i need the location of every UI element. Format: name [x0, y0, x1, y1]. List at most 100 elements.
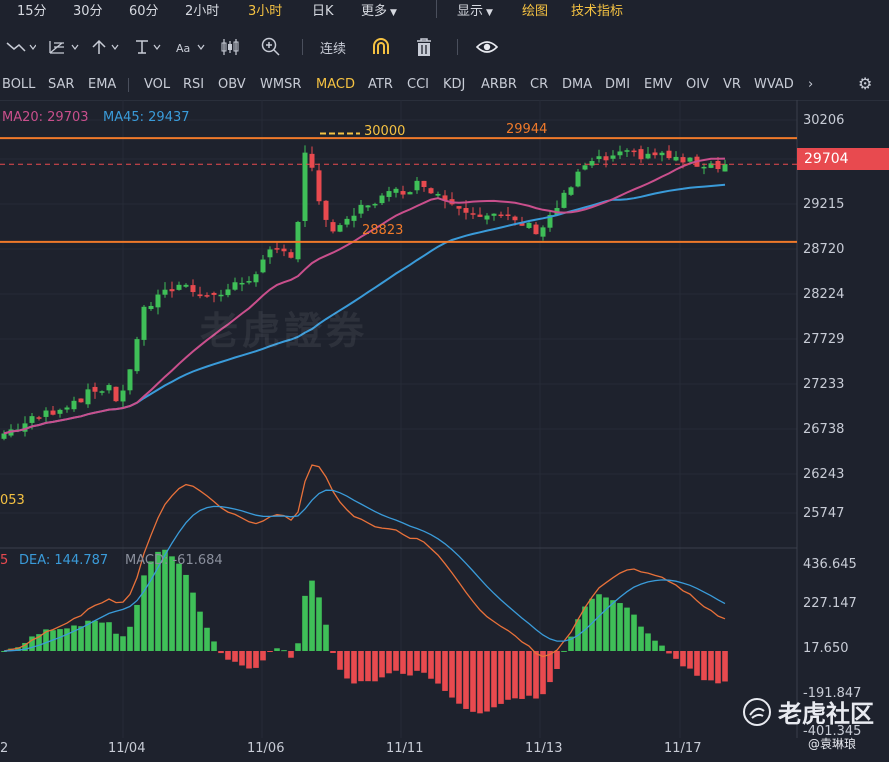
- candle-body: [603, 156, 609, 161]
- macd-histogram-bar: [260, 651, 266, 661]
- macd-histogram-bar: [64, 628, 70, 651]
- indicators-button[interactable]: 技术指标: [571, 4, 624, 19]
- candle-body: [722, 164, 728, 172]
- macd-histogram-bar: [491, 651, 497, 708]
- tab-3h[interactable]: 3小时: [248, 4, 283, 19]
- candle-body: [330, 222, 336, 232]
- indicator-arbr[interactable]: ARBR: [481, 77, 517, 92]
- candle-body: [442, 195, 448, 201]
- macd-histogram-bar: [715, 651, 721, 684]
- macd-histogram-bar: [190, 592, 196, 651]
- macd-histogram-bar: [218, 651, 224, 654]
- candle-body: [316, 170, 322, 202]
- eye-icon: [476, 41, 498, 53]
- delete-button[interactable]: [415, 30, 433, 64]
- indicator-wmsr[interactable]: WMSR: [260, 77, 302, 92]
- candle-body: [218, 294, 224, 297]
- candle-body: [57, 409, 63, 414]
- zoom-button[interactable]: [261, 30, 281, 64]
- macd-histogram-bar: [183, 574, 189, 651]
- macd-histogram-bar: [379, 651, 385, 678]
- indicator-atr[interactable]: ATR: [368, 77, 393, 92]
- candle-body: [519, 222, 525, 226]
- indicator-obv[interactable]: OBV: [218, 77, 246, 92]
- tab-more[interactable]: 更多 ▼: [361, 0, 397, 19]
- indicator-emv[interactable]: EMV: [644, 77, 673, 92]
- magnet-button[interactable]: [371, 30, 391, 64]
- dif-line: [3, 464, 726, 658]
- macd-histogram-bar: [400, 651, 406, 674]
- indicator-kdj[interactable]: KDJ: [443, 77, 466, 92]
- indicator-boll[interactable]: BOLL: [2, 77, 36, 92]
- indicator-sar[interactable]: SAR: [48, 77, 75, 92]
- macd-histogram-bar: [463, 651, 469, 709]
- tab-30min[interactable]: 30分: [73, 4, 103, 19]
- continuous-toggle[interactable]: 连续: [320, 41, 347, 57]
- candle-body: [162, 289, 168, 295]
- candle-body: [134, 339, 140, 372]
- tab-2h[interactable]: 2小时: [185, 4, 220, 19]
- candle-body: [491, 213, 497, 216]
- macd-histogram-bar: [701, 651, 707, 681]
- macd-histogram-bar: [582, 606, 588, 651]
- macd-histogram-bar: [225, 651, 231, 660]
- indicator-oiv[interactable]: OIV: [686, 77, 709, 92]
- dif-legend: 5: [0, 553, 9, 568]
- chevron-right-icon[interactable]: ›: [808, 77, 814, 92]
- candle-body: [274, 248, 280, 250]
- gear-icon[interactable]: ⚙: [858, 74, 873, 93]
- macd-histogram-bar: [526, 651, 532, 696]
- macd-histogram-bar: [631, 614, 637, 651]
- visibility-button[interactable]: [476, 30, 498, 64]
- candle-body: [50, 410, 56, 415]
- candle-body: [540, 227, 546, 237]
- indicator-cr[interactable]: CR: [530, 77, 549, 92]
- community-badge: 老虎社区: [742, 694, 874, 729]
- indicator-macd[interactable]: MACD: [316, 77, 355, 92]
- fib-tool-button[interactable]: [48, 30, 80, 64]
- dea-line: [3, 489, 726, 652]
- trash-icon: [417, 38, 431, 56]
- price-tick: 25747: [803, 506, 845, 521]
- candle-body: [393, 188, 399, 193]
- x-tick: 11/04: [108, 741, 146, 756]
- macd-histogram-bar: [141, 575, 147, 651]
- draw-button[interactable]: 绘图: [522, 4, 549, 19]
- macd-histogram-bar: [351, 651, 357, 684]
- tab-60min[interactable]: 60分: [129, 4, 159, 19]
- indicator-ema[interactable]: EMA: [88, 77, 117, 92]
- candle-body: [302, 152, 308, 221]
- indicator-vol[interactable]: VOL: [144, 77, 171, 92]
- indicator-wvad[interactable]: WVAD: [754, 77, 794, 92]
- indicator-rsi[interactable]: RSI: [183, 77, 205, 92]
- candle-style-button[interactable]: [220, 30, 240, 64]
- macd-legend: MACD: -61.684: [125, 553, 223, 568]
- indicator-vr[interactable]: VR: [723, 77, 741, 92]
- macd-tick: 17.650: [803, 641, 849, 656]
- candle-body: [659, 152, 665, 156]
- candle-body: [197, 294, 203, 297]
- indicator-cci[interactable]: CCI: [407, 77, 429, 92]
- macd-histogram-bar: [330, 651, 336, 653]
- tab-15min[interactable]: 15分: [17, 4, 47, 19]
- candle-body: [141, 306, 147, 340]
- macd-histogram-bar: [323, 624, 329, 651]
- macd-histogram-bar: [106, 622, 112, 651]
- display-menu[interactable]: 显示 ▼: [457, 0, 493, 19]
- candle-body: [582, 165, 588, 170]
- macd-histogram-bar: [477, 651, 483, 714]
- macd-histogram-bar: [694, 651, 700, 676]
- text-tool-button[interactable]: [133, 30, 165, 64]
- trendline-icon: [6, 42, 36, 52]
- trendline-tool-button[interactable]: [6, 30, 36, 64]
- price-tick: 27233: [803, 377, 845, 392]
- indicator-dmi[interactable]: DMI: [605, 77, 631, 92]
- indicator-dma[interactable]: DMA: [562, 77, 593, 92]
- tab-daily[interactable]: 日K: [312, 4, 334, 19]
- candle-body: [414, 180, 420, 191]
- ma20-line: [3, 157, 726, 435]
- macd-histogram-bar: [568, 636, 574, 651]
- font-tool-button[interactable]: Aa: [175, 30, 209, 64]
- arrow-tool-button[interactable]: [90, 30, 122, 64]
